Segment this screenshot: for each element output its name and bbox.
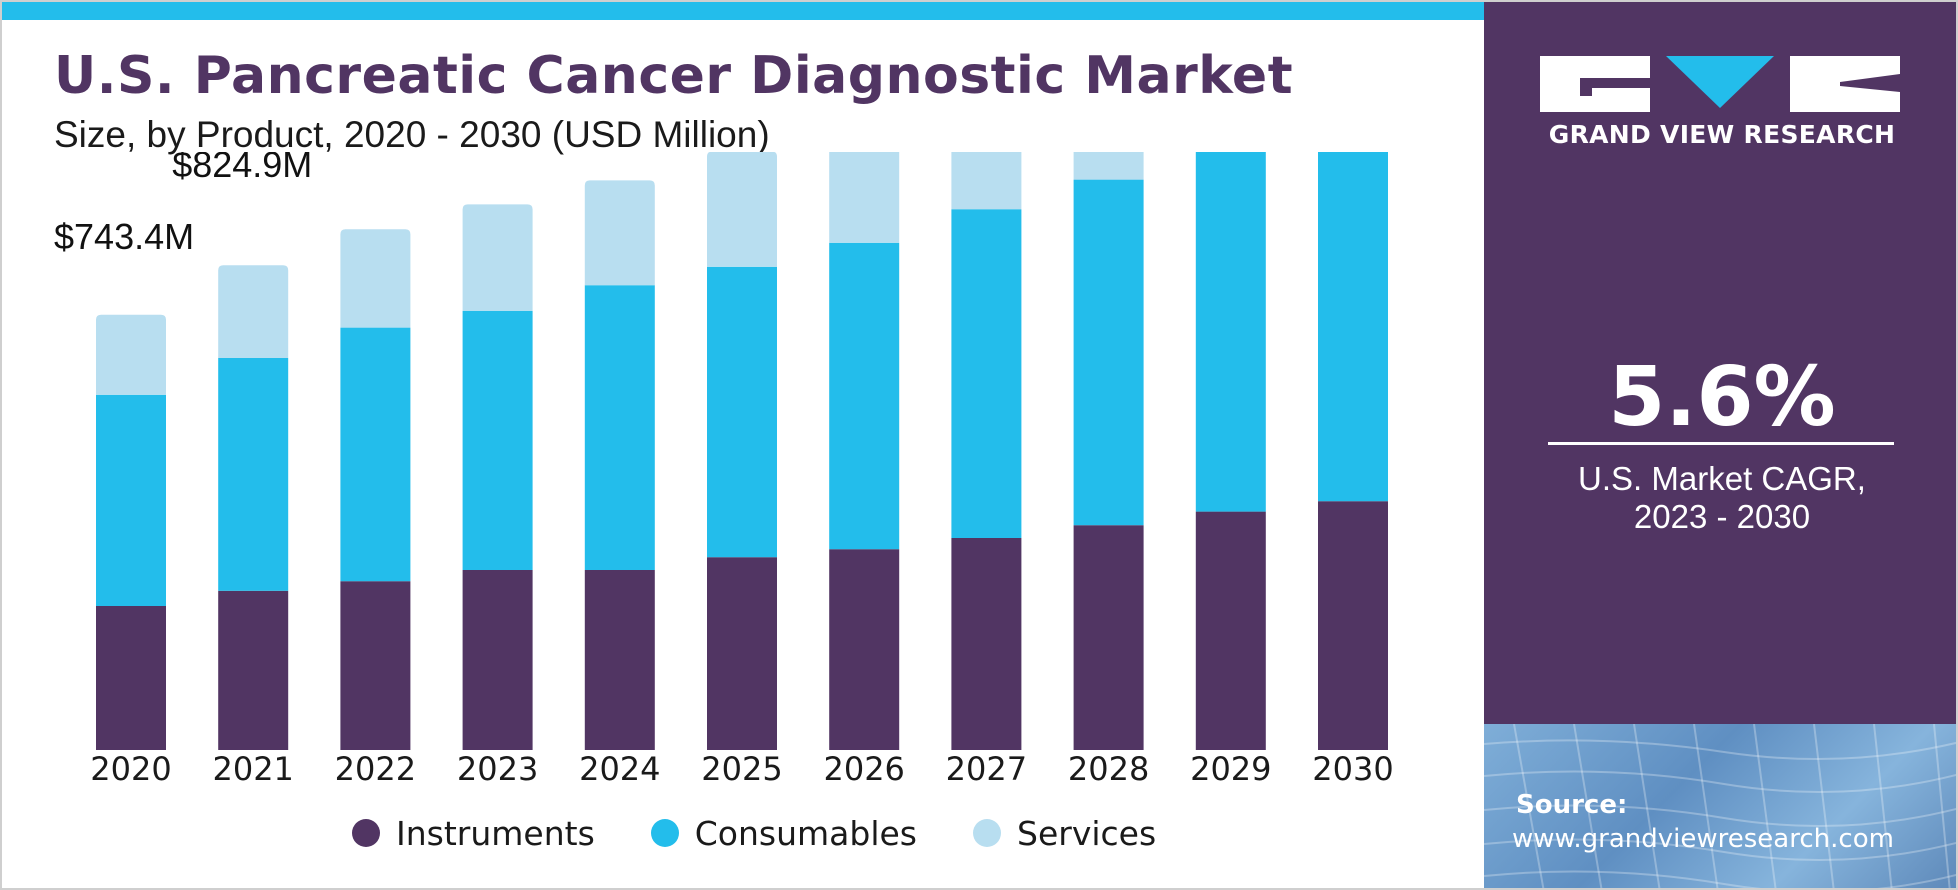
cagr-label-line1: U.S. Market CAGR, bbox=[1578, 460, 1866, 497]
bar-services-2021 bbox=[218, 265, 289, 358]
legend-swatch-instruments bbox=[352, 819, 380, 847]
legend-item-instruments: Instruments bbox=[352, 814, 595, 853]
x-tick-label: 2024 bbox=[579, 750, 660, 788]
bar-consumables-2024 bbox=[584, 285, 655, 570]
source-url: www.grandviewresearch.com bbox=[1512, 824, 1894, 854]
bar-services-2027 bbox=[951, 152, 1022, 210]
bar-consumables-2030 bbox=[1318, 152, 1388, 502]
bar-consumables-2020 bbox=[96, 394, 166, 606]
chart-subtitle: Size, by Product, 2020 - 2030 (USD Milli… bbox=[54, 114, 770, 155]
brand-name: GRAND VIEW RESEARCH bbox=[1548, 120, 1896, 149]
bar-consumables-2023 bbox=[462, 310, 533, 570]
x-tick-label: 2022 bbox=[335, 750, 416, 788]
bar-services-2023 bbox=[462, 204, 533, 311]
bar-consumables-2022 bbox=[340, 327, 411, 582]
bar-services-2020 bbox=[96, 314, 166, 395]
sidebar-panel: GRAND VIEW RESEARCH 5.6% U.S. Market CAG… bbox=[1484, 2, 1956, 888]
top-accent-bar bbox=[2, 2, 1484, 20]
bar-instruments-2026 bbox=[829, 549, 900, 750]
legend-item-consumables: Consumables bbox=[650, 813, 917, 853]
x-tick-label: 2026 bbox=[823, 750, 904, 788]
x-tick-label: 2023 bbox=[457, 750, 538, 788]
bar-instruments-2024 bbox=[584, 570, 655, 750]
legend-label: Consumables bbox=[694, 813, 917, 853]
bar-consumables-2026 bbox=[829, 242, 900, 550]
legend-label: Instruments bbox=[396, 813, 595, 853]
x-tick-label: 2021 bbox=[212, 750, 293, 788]
value-annotation-2021: $824.9M bbox=[172, 152, 312, 185]
x-tick-label: 2029 bbox=[1190, 750, 1271, 788]
chart-legend: Instruments Consumables Services bbox=[352, 810, 1212, 856]
legend-item-services: Services bbox=[973, 814, 1156, 853]
chart-title: U.S. Pancreatic Cancer Diagnostic Market bbox=[54, 46, 1294, 106]
bar-services-2024 bbox=[584, 180, 655, 286]
bar-consumables-2021 bbox=[218, 358, 289, 591]
cagr-value: 5.6% bbox=[1608, 350, 1836, 445]
bar-instruments-2029 bbox=[1195, 511, 1266, 750]
legend-swatch-services bbox=[973, 819, 1001, 847]
gvr-logo-icon bbox=[1540, 56, 1900, 112]
bar-instruments-2025 bbox=[707, 557, 777, 750]
cagr-label-line2: 2023 - 2030 bbox=[1633, 498, 1811, 535]
x-tick-label: 2028 bbox=[1068, 750, 1149, 788]
bar-instruments-2028 bbox=[1073, 525, 1144, 750]
x-tick-label: 2027 bbox=[946, 750, 1027, 788]
cagr-divider bbox=[1548, 442, 1894, 445]
source-label: Source: bbox=[1516, 790, 1628, 820]
bar-instruments-2021 bbox=[218, 590, 289, 750]
x-tick-label: 2025 bbox=[701, 750, 782, 788]
bar-consumables-2027 bbox=[951, 209, 1022, 538]
cagr-label: U.S. Market CAGR, 2023 - 2030 bbox=[1484, 460, 1956, 536]
bar-consumables-2028 bbox=[1073, 179, 1144, 526]
legend-label: Services bbox=[1017, 813, 1157, 853]
legend-swatch-consumables bbox=[650, 819, 679, 847]
bar-instruments-2030 bbox=[1318, 501, 1388, 750]
bar-instruments-2022 bbox=[340, 581, 411, 750]
bar-instruments-2023 bbox=[462, 570, 533, 750]
bar-consumables-2029 bbox=[1195, 152, 1266, 512]
bar-instruments-2020 bbox=[96, 606, 166, 750]
bar-services-2026 bbox=[829, 152, 900, 243]
bar-services-2022 bbox=[340, 229, 411, 328]
x-tick-label: 2020 bbox=[90, 750, 171, 788]
value-annotation-2020: $743.4M bbox=[54, 216, 194, 257]
grid-texture-background bbox=[1484, 724, 1956, 888]
source-box: Source: www.grandviewresearch.com bbox=[1484, 724, 1956, 888]
bar-services-2028 bbox=[1073, 152, 1144, 180]
bar-instruments-2027 bbox=[951, 538, 1022, 750]
bar-consumables-2025 bbox=[707, 266, 777, 558]
stacked-bar-chart: 2020 2021 2022 2023 2024 2025 2026 2027 2028 2029… bbox=[54, 152, 1394, 788]
x-tick-label: 2030 bbox=[1312, 750, 1393, 788]
bar-services-2025 bbox=[707, 152, 777, 267]
